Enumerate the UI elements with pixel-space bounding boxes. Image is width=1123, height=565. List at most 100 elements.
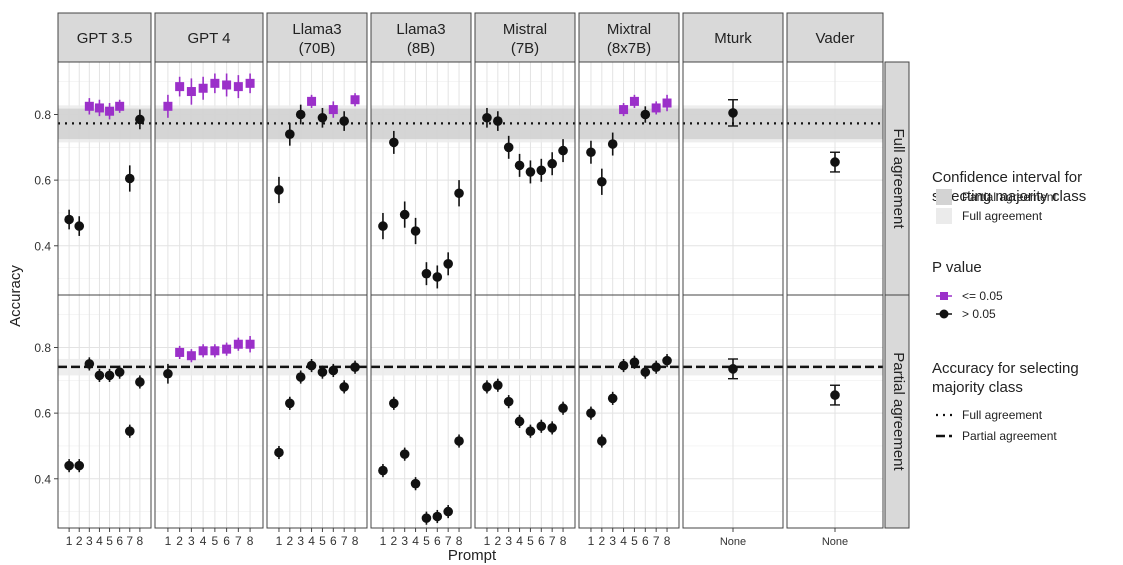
legend-key-sig-marker [940,292,948,300]
panel [578,61,680,296]
data-point-not-significant [830,390,840,400]
column-strip [578,12,680,63]
data-point-significant [210,78,220,88]
y-axis-title: Accuracy [7,265,24,327]
legend-acc-item-partial: Partial agreement [962,429,1057,443]
x-tick-label: 5 [106,534,113,548]
panel-border [474,294,576,529]
data-point-not-significant [454,188,464,199]
legend-ci-title-line2: selecting majority class [932,188,1086,205]
data-point-not-significant [124,426,135,436]
x-tick-label: 1 [276,534,283,548]
data-point-not-significant [64,214,74,225]
panel [266,294,368,529]
panel-background [58,62,151,295]
data-point-significant [94,103,104,113]
column-title-line2: (8x7B) [607,40,651,57]
data-point-not-significant [124,173,135,184]
x-tick-label: 6 [538,534,545,548]
data-point-not-significant [586,408,596,418]
data-point-not-significant [163,368,173,379]
data-point-not-significant [586,147,596,158]
ci-band-full [267,358,367,376]
column-title-line1: Mixtral [607,21,651,38]
data-point-significant [307,96,317,106]
data-point-not-significant [389,137,399,148]
x-tick-label: 7 [549,534,556,548]
data-point-not-significant [629,357,640,368]
data-point-not-significant [607,139,618,149]
panel-background [267,295,367,528]
x-tick-label: 8 [137,534,144,548]
x-tick-label: 8 [456,534,463,548]
x-tick-label: 8 [247,534,254,548]
panel [474,61,576,296]
panel [682,61,784,296]
x-tick-label: 1 [484,534,491,548]
data-point-not-significant [317,367,328,377]
data-point-not-significant [830,157,840,167]
panel-background [267,62,367,295]
x-tick-label: 4 [620,534,627,548]
panel [57,61,152,296]
column-title: Mturk [714,30,752,47]
data-point-not-significant [74,221,85,231]
panel [154,61,264,296]
column-strips: GPT 3.5 GPT 4 Llama3 (70B) Llama3 (8B) Mistral… [57,12,884,63]
x-tick-label: 8 [664,534,671,548]
x-tick-label: 5 [527,534,534,548]
x-tick-label: 4 [96,534,103,548]
panel-background [579,295,679,528]
data-point-significant [163,101,173,111]
data-point-not-significant [84,359,95,369]
data-point-not-significant [640,109,651,120]
legend-key-full-band [936,208,952,224]
data-point-significant [115,101,125,111]
data-point-not-significant [651,362,661,372]
column-title-line1: Mistral [503,21,547,38]
row-strips: Full agreement Partial agreement [884,61,910,529]
panel-background [579,62,679,295]
data-point-significant [245,78,255,88]
panel [370,61,472,296]
column-strip [266,12,368,63]
data-point-significant [84,101,94,111]
legend-acc-title-line1: Accuracy for selecting [932,360,1079,377]
column-strip [154,12,264,63]
legend: Confidence interval for selecting majori… [932,169,1086,443]
x-tick-label: 6 [116,534,123,548]
y-tick-label: 0.4 [34,472,51,486]
row-strip [884,294,910,529]
data-point-not-significant [728,108,738,118]
data-point-not-significant [378,465,388,476]
panel-background [371,62,471,295]
data-point-not-significant [295,109,306,120]
data-point-significant [629,96,639,106]
row-strip [884,61,910,296]
data-point-not-significant [339,382,349,392]
data-point-not-significant [421,513,432,523]
x-tick-label: 5 [212,534,219,548]
x-tick-label: 2 [598,534,605,548]
x-tick-label: 3 [401,534,408,548]
data-point-not-significant [317,112,328,123]
x-tick-label: 8 [352,534,359,548]
data-point-not-significant [558,403,568,414]
x-tick-label: 7 [445,534,452,548]
panel-border [154,294,264,529]
x-tick-label: None [822,536,848,548]
legend-ci-item-partial: Partial agreement [962,190,1057,204]
data-point-not-significant [482,112,492,123]
legend-ci-item-full: Full agreement [962,209,1043,223]
data-point-not-significant [443,506,453,517]
data-point-not-significant [597,176,607,187]
data-point-not-significant [94,370,105,381]
x-tick-label: 2 [390,534,397,548]
data-point-not-significant [618,360,629,371]
data-point-not-significant [432,272,443,282]
column-title-line1: Llama3 [396,21,445,38]
x-tick-label: 3 [297,534,304,548]
legend-key-nonsig-marker [939,309,949,319]
x-tick-label: 1 [66,534,73,548]
panel [57,294,152,529]
